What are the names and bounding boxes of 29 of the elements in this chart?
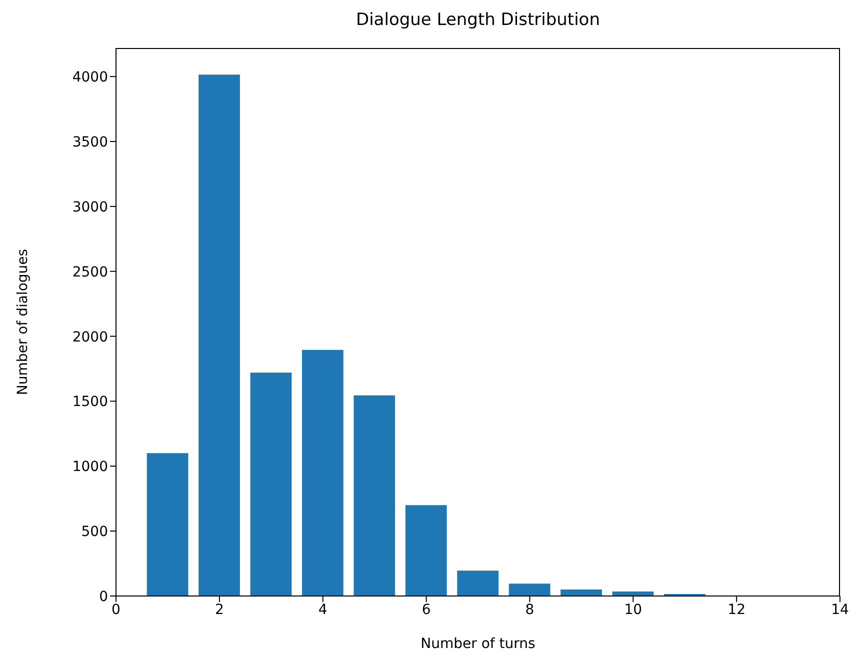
bar (457, 570, 499, 596)
y-tick-label: 3500 (72, 134, 108, 150)
bar (302, 350, 344, 596)
x-tick-label: 0 (112, 602, 120, 618)
x-tick-label: 10 (624, 602, 642, 618)
y-tick-label: 4000 (72, 70, 108, 86)
y-tick-label: 2000 (72, 329, 108, 346)
bar (560, 590, 602, 596)
y-tick-label: 3000 (72, 199, 108, 216)
x-tick-label: 6 (422, 602, 431, 618)
y-tick-label: 2500 (72, 264, 108, 280)
bar (354, 395, 396, 596)
y-axis-title: Number of dialogues (14, 248, 31, 396)
y-tick-label: 1000 (72, 459, 108, 476)
x-tick-label: 4 (318, 602, 328, 618)
x-tick-label: 12 (728, 602, 746, 618)
bar (198, 74, 240, 596)
bar (146, 453, 188, 596)
x-axis-title: Number of turns (420, 636, 536, 652)
bar (250, 372, 292, 596)
y-tick-label: 1500 (72, 394, 108, 410)
x-tick-label: 2 (214, 602, 224, 618)
bar (508, 584, 550, 596)
y-tick-label: 500 (81, 524, 108, 540)
bar (405, 505, 447, 596)
y-tick-label: 0 (99, 588, 108, 605)
x-tick-label: 14 (831, 602, 849, 618)
chart-title: Dialogue Length Distribution (354, 10, 601, 30)
x-tick-label: 8 (525, 602, 534, 618)
